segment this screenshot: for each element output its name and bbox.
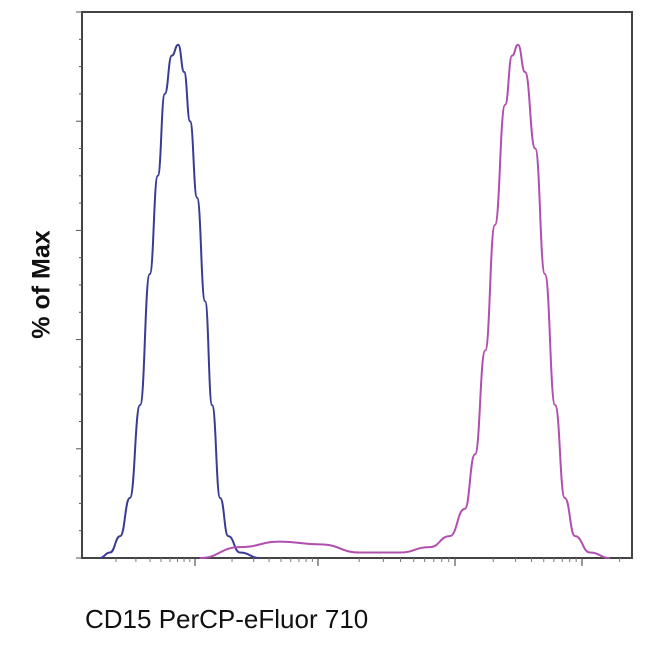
x-axis-ticks [115, 558, 621, 566]
y-axis-ticks [76, 11, 82, 559]
series-lines [99, 43, 610, 559]
series-line-1 [99, 43, 260, 559]
series-line-2 [199, 43, 610, 559]
x-axis-label: CD15 PerCP-eFluor 710 [85, 604, 369, 634]
y-axis-label: % of Max [27, 230, 56, 339]
